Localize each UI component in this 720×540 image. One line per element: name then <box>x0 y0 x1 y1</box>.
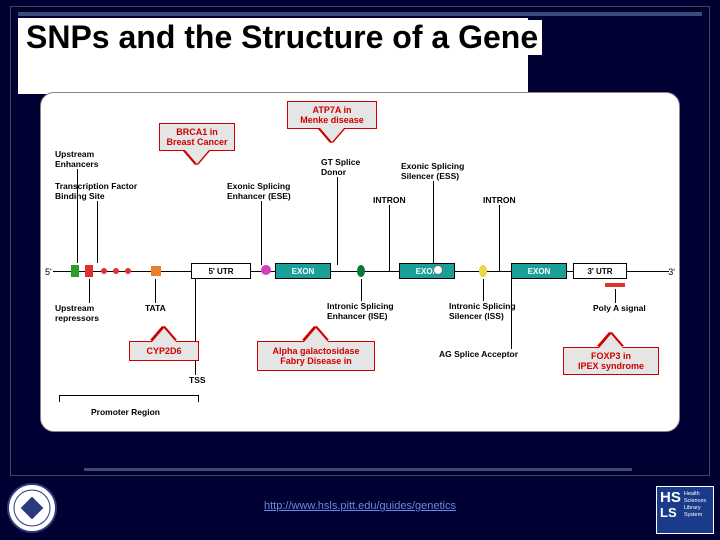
callout-cyp2d6: CYP2D6 <box>129 341 199 361</box>
lbl-ese: Exonic SplicingEnhancer (ESE) <box>227 181 301 201</box>
lbl-intron1: INTRON <box>373 195 406 205</box>
lbl-tss: TSS <box>189 375 206 385</box>
marker-tata <box>151 266 161 276</box>
slide-title: SNPs and the Structure of a Gene <box>22 20 542 55</box>
lbl-upstream-enh: UpstreamEnhancers <box>55 149 115 169</box>
title-rule <box>18 12 702 16</box>
hsls-logo: HS LS Health Sciences Library System <box>656 486 714 534</box>
lbl-ise: Intronic SplicingEnhancer (ISE) <box>327 301 401 321</box>
lbl-promoter: Promoter Region <box>91 407 160 417</box>
callout-atp7a: ATP7A in Menke disease <box>287 101 377 129</box>
lbl-polya: Poly A signal <box>593 303 646 313</box>
axis-3prime: 3' <box>668 267 675 277</box>
lbl-ag-splice: AG Splice Acceptor <box>439 349 518 359</box>
lbl-gt-splice: GT SpliceDonor <box>321 157 371 177</box>
footer-url[interactable]: http://www.hsls.pitt.edu/guides/genetics <box>264 500 456 512</box>
footer-rule <box>84 468 632 471</box>
marker-tf3 <box>125 268 131 274</box>
lbl-intron2: INTRON <box>483 195 516 205</box>
pitt-seal-logo <box>6 482 58 534</box>
box-exon2: EXON <box>399 263 455 279</box>
marker-tf2 <box>113 268 119 274</box>
marker-enh-green <box>71 265 79 277</box>
box-exon1: EXON <box>275 263 331 279</box>
axis-5prime: 5' <box>45 267 52 277</box>
lbl-tf-binding: Transcription FactorBinding Site <box>55 181 145 201</box>
marker-tf1 <box>101 268 107 274</box>
callout-brca1: BRCA1 in Breast Cancer <box>159 123 235 151</box>
lbl-upstream-rep: Upstreamrepressors <box>55 303 99 323</box>
marker-rep-red <box>85 265 93 277</box>
lbl-ess: Exonic SplicingSilencer (ESS) <box>401 161 475 181</box>
gene-diagram: BRCA1 in Breast Cancer ATP7A in Menke di… <box>40 92 680 432</box>
box-5utr: 5' UTR <box>191 263 251 279</box>
box-exon3: EXON <box>511 263 567 279</box>
lbl-tata: TATA <box>145 303 166 313</box>
promoter-bracket <box>59 395 199 401</box>
callout-alpha: Alpha galactosidase Fabry Disease in <box>257 341 375 371</box>
callout-foxp3: FOXP3 in IPEX syndrome <box>563 347 659 375</box>
footer-link[interactable]: http://www.hsls.pitt.edu/guides/genetics <box>0 500 720 512</box>
box-3utr: 3' UTR <box>573 263 627 279</box>
